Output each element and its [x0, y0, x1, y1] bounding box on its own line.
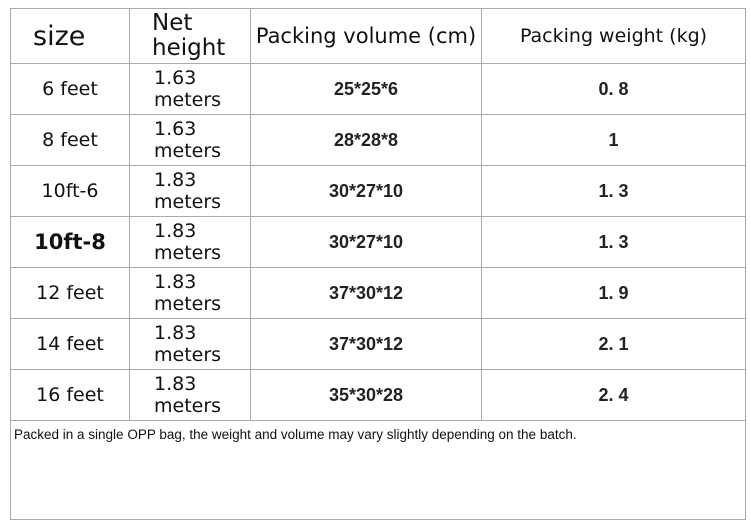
cell-text: 30*27*10	[328, 180, 404, 201]
cell-text: Packing volume (cm)	[255, 24, 477, 48]
table-cell: 2. 1	[481, 318, 746, 370]
cell-text: 28*28*8	[333, 129, 399, 150]
header-cell: Packing weight (kg)	[481, 8, 746, 64]
cell-text: 10ft-6	[41, 180, 99, 202]
cell-text: 2. 4	[598, 384, 629, 405]
table-cell: 35*30*28	[250, 369, 482, 421]
table-cell: 1.83 meters	[129, 216, 251, 268]
cell-text: size	[33, 20, 86, 52]
cell-text: 1. 3	[598, 180, 629, 201]
table-cell: 1.83 meters	[129, 165, 251, 217]
cell-text: 10ft-8	[34, 230, 106, 254]
cell-text: 37*30*12	[328, 333, 404, 354]
header-cell: size	[10, 8, 130, 64]
cell-text: 35*30*28	[328, 384, 404, 405]
table-cell: 1	[481, 114, 746, 166]
cell-text: 1.83 meters	[154, 322, 222, 366]
cell-text: 37*30*12	[328, 282, 404, 303]
cell-text: 1. 9	[598, 282, 629, 303]
table-row: 16 feet 1.83 meters 35*30*28 2. 4	[10, 369, 746, 421]
table-row: 10ft-8 1.83 meters 30*27*10 1. 3	[10, 216, 746, 268]
cell-text: 1.63 meters	[154, 67, 222, 111]
cell-text: 14 feet	[36, 333, 104, 355]
table-row: 6 feet 1.63 meters 25*25*6 0. 8	[10, 63, 746, 115]
table-cell: 30*27*10	[250, 165, 482, 217]
note-row: Packed in a single OPP bag, the weight a…	[10, 420, 746, 520]
cell-text: 1.83 meters	[154, 373, 222, 417]
cell-text: 1	[608, 129, 619, 150]
table-row: 8 feet 1.63 meters 28*28*8 1	[10, 114, 746, 166]
cell-text: Packed in a single OPP bag, the weight a…	[14, 427, 577, 442]
table-cell: 25*25*6	[250, 63, 482, 115]
cell-text: Net height	[152, 10, 226, 61]
table-cell: 30*27*10	[250, 216, 482, 268]
table-cell: 1. 3	[481, 165, 746, 217]
packing-table: size Net height Packing volume (cm) Packing…	[10, 8, 746, 520]
cell-text: Packing weight (kg)	[519, 25, 708, 47]
table-body: size Net height Packing volume (cm) Packing…	[10, 8, 746, 520]
table-cell: 1.83 meters	[129, 369, 251, 421]
table-cell: 0. 8	[481, 63, 746, 115]
table-cell: 1. 3	[481, 216, 746, 268]
cell-text: 8 feet	[42, 129, 98, 151]
cell-text: 1.83 meters	[154, 271, 222, 315]
table-cell: 6 feet	[10, 63, 130, 115]
table-cell: 10ft-6	[10, 165, 130, 217]
table-cell: 10ft-8	[10, 216, 130, 268]
table-cell: 8 feet	[10, 114, 130, 166]
cell-text: 1.83 meters	[154, 169, 222, 213]
table-cell: 1. 9	[481, 267, 746, 319]
cell-text: 6 feet	[42, 78, 98, 100]
table-cell: 37*30*12	[250, 318, 482, 370]
cell-text: 12 feet	[36, 282, 104, 304]
table-row: 10ft-6 1.83 meters 30*27*10 1. 3	[10, 165, 746, 217]
table-cell: 1.63 meters	[129, 114, 251, 166]
table-cell: 1.83 meters	[129, 318, 251, 370]
table-row: 12 feet 1.83 meters 37*30*12 1. 9	[10, 267, 746, 319]
header-cell: Packing volume (cm)	[250, 8, 482, 64]
table-cell: 1.63 meters	[129, 63, 251, 115]
header-row: size Net height Packing volume (cm) Packing…	[10, 8, 746, 64]
table-cell: 12 feet	[10, 267, 130, 319]
table-cell: 28*28*8	[250, 114, 482, 166]
cell-text: 1. 3	[598, 231, 629, 252]
table-row: 14 feet 1.83 meters 37*30*12 2. 1	[10, 318, 746, 370]
cell-text: 2. 1	[598, 333, 629, 354]
cell-text: 1.83 meters	[154, 220, 222, 264]
cell-text: 25*25*6	[333, 78, 399, 99]
header-cell: Net height	[129, 8, 251, 64]
table-cell: 1.83 meters	[129, 267, 251, 319]
cell-text: 1.63 meters	[154, 118, 222, 162]
table-cell: 14 feet	[10, 318, 130, 370]
cell-text: 30*27*10	[328, 231, 404, 252]
cell-text: 16 feet	[36, 384, 104, 406]
table-cell: 37*30*12	[250, 267, 482, 319]
cell-text: 0. 8	[598, 78, 629, 99]
table-cell: 2. 4	[481, 369, 746, 421]
note-cell: Packed in a single OPP bag, the weight a…	[10, 420, 746, 520]
table-cell: 16 feet	[10, 369, 130, 421]
